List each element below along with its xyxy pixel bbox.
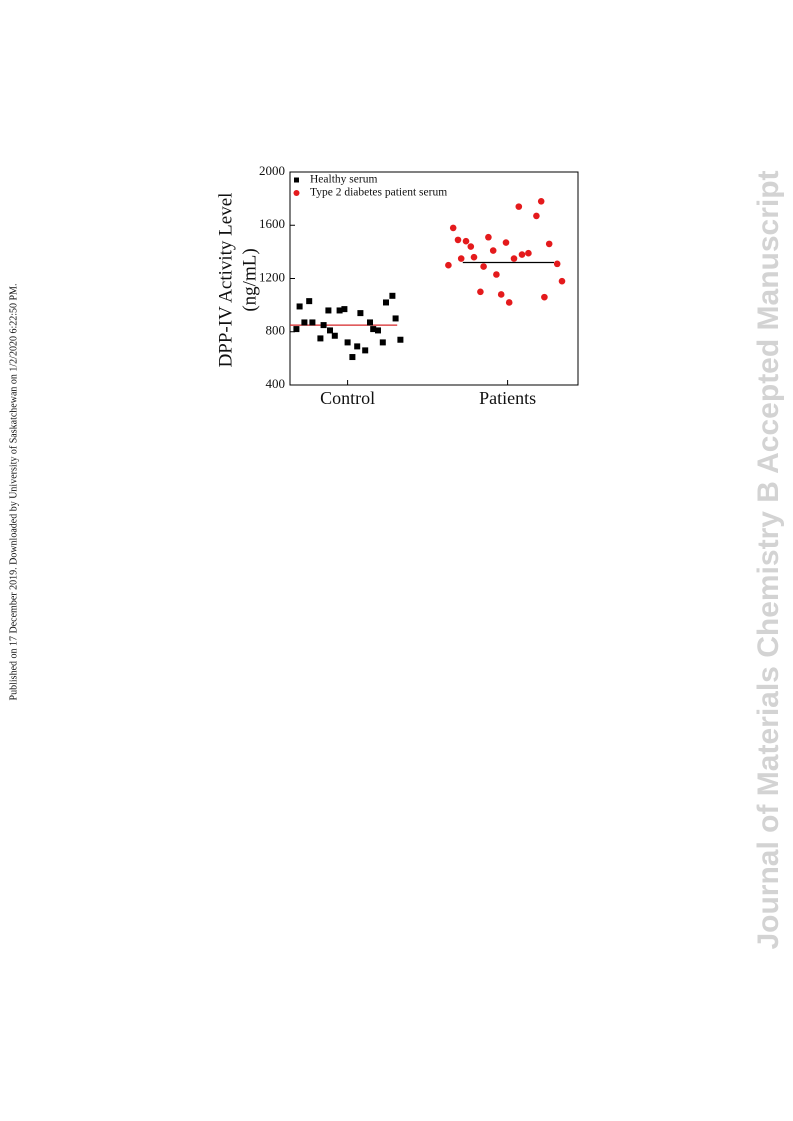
data-point	[515, 203, 523, 210]
data-point	[480, 263, 487, 270]
data-point	[293, 326, 300, 333]
data-point	[306, 298, 313, 305]
legend-marker	[293, 190, 300, 196]
data-point	[357, 310, 364, 317]
data-point	[327, 327, 333, 334]
y-tick-label: 2000	[259, 163, 285, 178]
data-point	[545, 240, 553, 248]
data-point	[462, 237, 470, 245]
y-tick-label: 400	[266, 376, 286, 391]
y-tick-label: 800	[266, 323, 286, 338]
data-point	[367, 319, 373, 326]
data-point	[533, 212, 540, 220]
data-point	[518, 251, 526, 258]
data-point	[397, 336, 404, 343]
data-point	[379, 339, 386, 346]
watermark: Journal of Materials Chemistry B Accepte…	[752, 170, 785, 949]
data-point	[470, 253, 478, 261]
data-point	[537, 197, 545, 205]
y-axis-label: (ng/mL)	[239, 248, 260, 311]
side-note: Published on 17 December 2019. Downloade…	[8, 284, 19, 701]
data-point	[467, 243, 475, 250]
legend-marker	[294, 177, 299, 183]
data-point	[449, 224, 457, 232]
data-point	[375, 327, 381, 334]
data-point	[454, 236, 462, 244]
data-point	[341, 306, 348, 313]
x-tick-label: Control	[320, 388, 375, 408]
data-point	[489, 247, 497, 254]
data-point	[344, 339, 351, 346]
data-point	[558, 277, 566, 285]
data-point	[296, 303, 303, 310]
data-point	[383, 299, 389, 306]
y-tick-label: 1200	[259, 269, 285, 284]
data-point	[502, 239, 510, 246]
data-point	[325, 307, 332, 314]
data-point	[317, 335, 324, 342]
data-point	[485, 233, 492, 241]
legend-label: Type 2 diabetes patient serum	[310, 187, 447, 199]
data-point	[331, 332, 338, 339]
data-point	[477, 288, 484, 296]
legend-label: Healthy serum	[310, 174, 377, 186]
figure-area	[213, 162, 579, 408]
y-tick-label: 1600	[259, 216, 285, 231]
y-axis-label: DPP-IV Activity Level	[215, 193, 236, 368]
data-point	[493, 271, 500, 278]
data-point	[362, 347, 369, 354]
data-point	[349, 354, 356, 361]
data-point	[354, 343, 361, 350]
data-point	[392, 315, 399, 322]
data-point	[445, 261, 452, 269]
data-point	[525, 249, 532, 257]
data-point	[320, 322, 327, 329]
data-point	[336, 307, 343, 314]
data-point	[553, 260, 561, 268]
data-point	[457, 255, 465, 262]
data-point	[389, 292, 396, 299]
data-point	[541, 293, 548, 301]
data-point	[497, 291, 505, 298]
x-tick-label: Patients	[479, 388, 536, 408]
data-point	[510, 255, 518, 262]
data-point	[309, 319, 316, 326]
data-point	[301, 319, 308, 326]
data-point	[370, 326, 377, 333]
data-point	[505, 299, 513, 306]
